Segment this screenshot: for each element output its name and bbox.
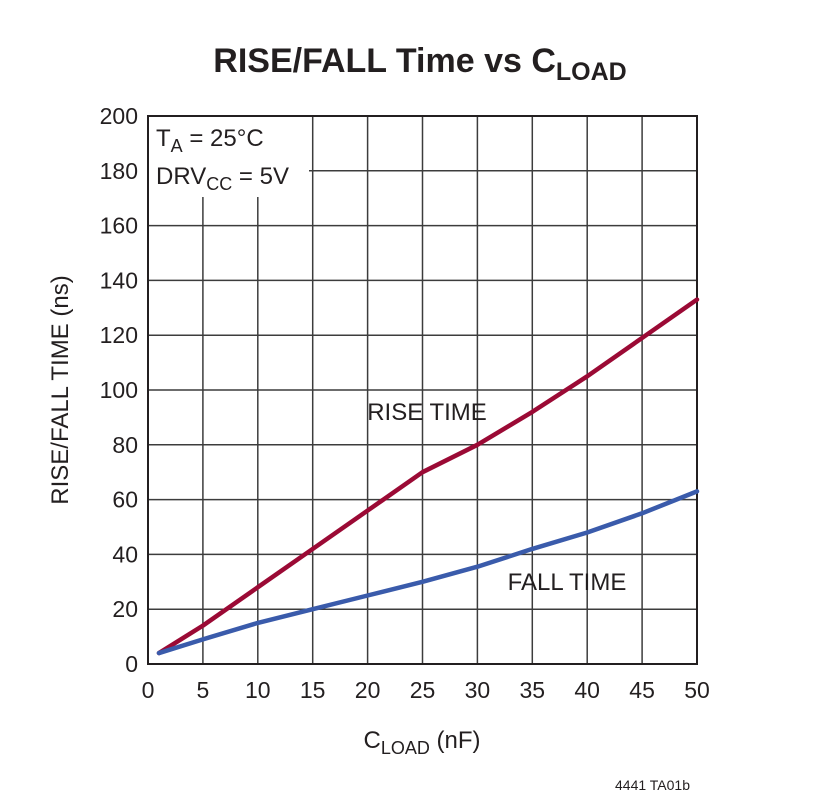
x-label-main: C (363, 727, 380, 754)
annotation-sub: A (171, 136, 183, 156)
y-tick-label: 20 (112, 596, 138, 622)
annotation-main: DRV (156, 163, 206, 190)
annotation: DRVCC = 5V (156, 163, 289, 194)
annotation-background (149, 117, 309, 197)
x-tick-label: 40 (574, 677, 600, 703)
y-tick-label: 60 (112, 487, 138, 513)
chart-title: RISE/FALL Time vs CLOAD (213, 42, 626, 86)
x-axis-label: CLOAD (nF) (363, 727, 480, 758)
series-line (156, 489, 700, 656)
x-tick-label: 20 (355, 677, 381, 703)
x-tick-label: 10 (245, 677, 271, 703)
y-tick-label: 180 (100, 158, 138, 184)
y-tick-label: 160 (100, 213, 138, 239)
footnote: 4441 TA01b (615, 777, 690, 793)
x-tick-label: 0 (142, 677, 155, 703)
x-tick-label: 45 (629, 677, 655, 703)
x-tick-label: 50 (684, 677, 710, 703)
annotation: TA = 25°C (156, 125, 264, 156)
y-tick-label: 40 (112, 541, 138, 567)
x-tick-label: 35 (520, 677, 546, 703)
y-axis-label: RISE/FALL TIME (ns) (47, 275, 74, 504)
title-main: RISE/FALL Time vs C (213, 42, 556, 80)
y-tick-label: 120 (100, 322, 138, 348)
y-tick-label: 80 (112, 432, 138, 458)
x-label-sub: LOAD (381, 738, 430, 758)
series-label: RISE TIME (367, 399, 487, 426)
x-label-unit: (nF) (430, 727, 481, 754)
y-tick-label: 140 (100, 267, 138, 293)
y-tick-label: 100 (100, 377, 138, 403)
annotation-rest: = 25°C (183, 125, 264, 152)
annotation-rest: = 5V (232, 163, 289, 190)
y-tick-label: 200 (100, 103, 138, 129)
plot-frame (147, 115, 698, 665)
x-tick-label: 30 (465, 677, 491, 703)
title-sub: LOAD (556, 58, 627, 86)
annotation-main: T (156, 125, 171, 152)
y-tick-label: 0 (125, 651, 138, 677)
x-tick-label: 5 (197, 677, 210, 703)
series-label: FALL TIME (508, 569, 627, 596)
annotation-sub: CC (206, 174, 232, 194)
series-line (156, 297, 700, 656)
x-tick-label: 25 (410, 677, 436, 703)
x-tick-label: 15 (300, 677, 326, 703)
